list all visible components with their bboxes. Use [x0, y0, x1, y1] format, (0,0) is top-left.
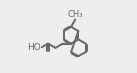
Text: CH₃: CH₃ [68, 10, 83, 19]
Text: HO: HO [28, 43, 41, 52]
